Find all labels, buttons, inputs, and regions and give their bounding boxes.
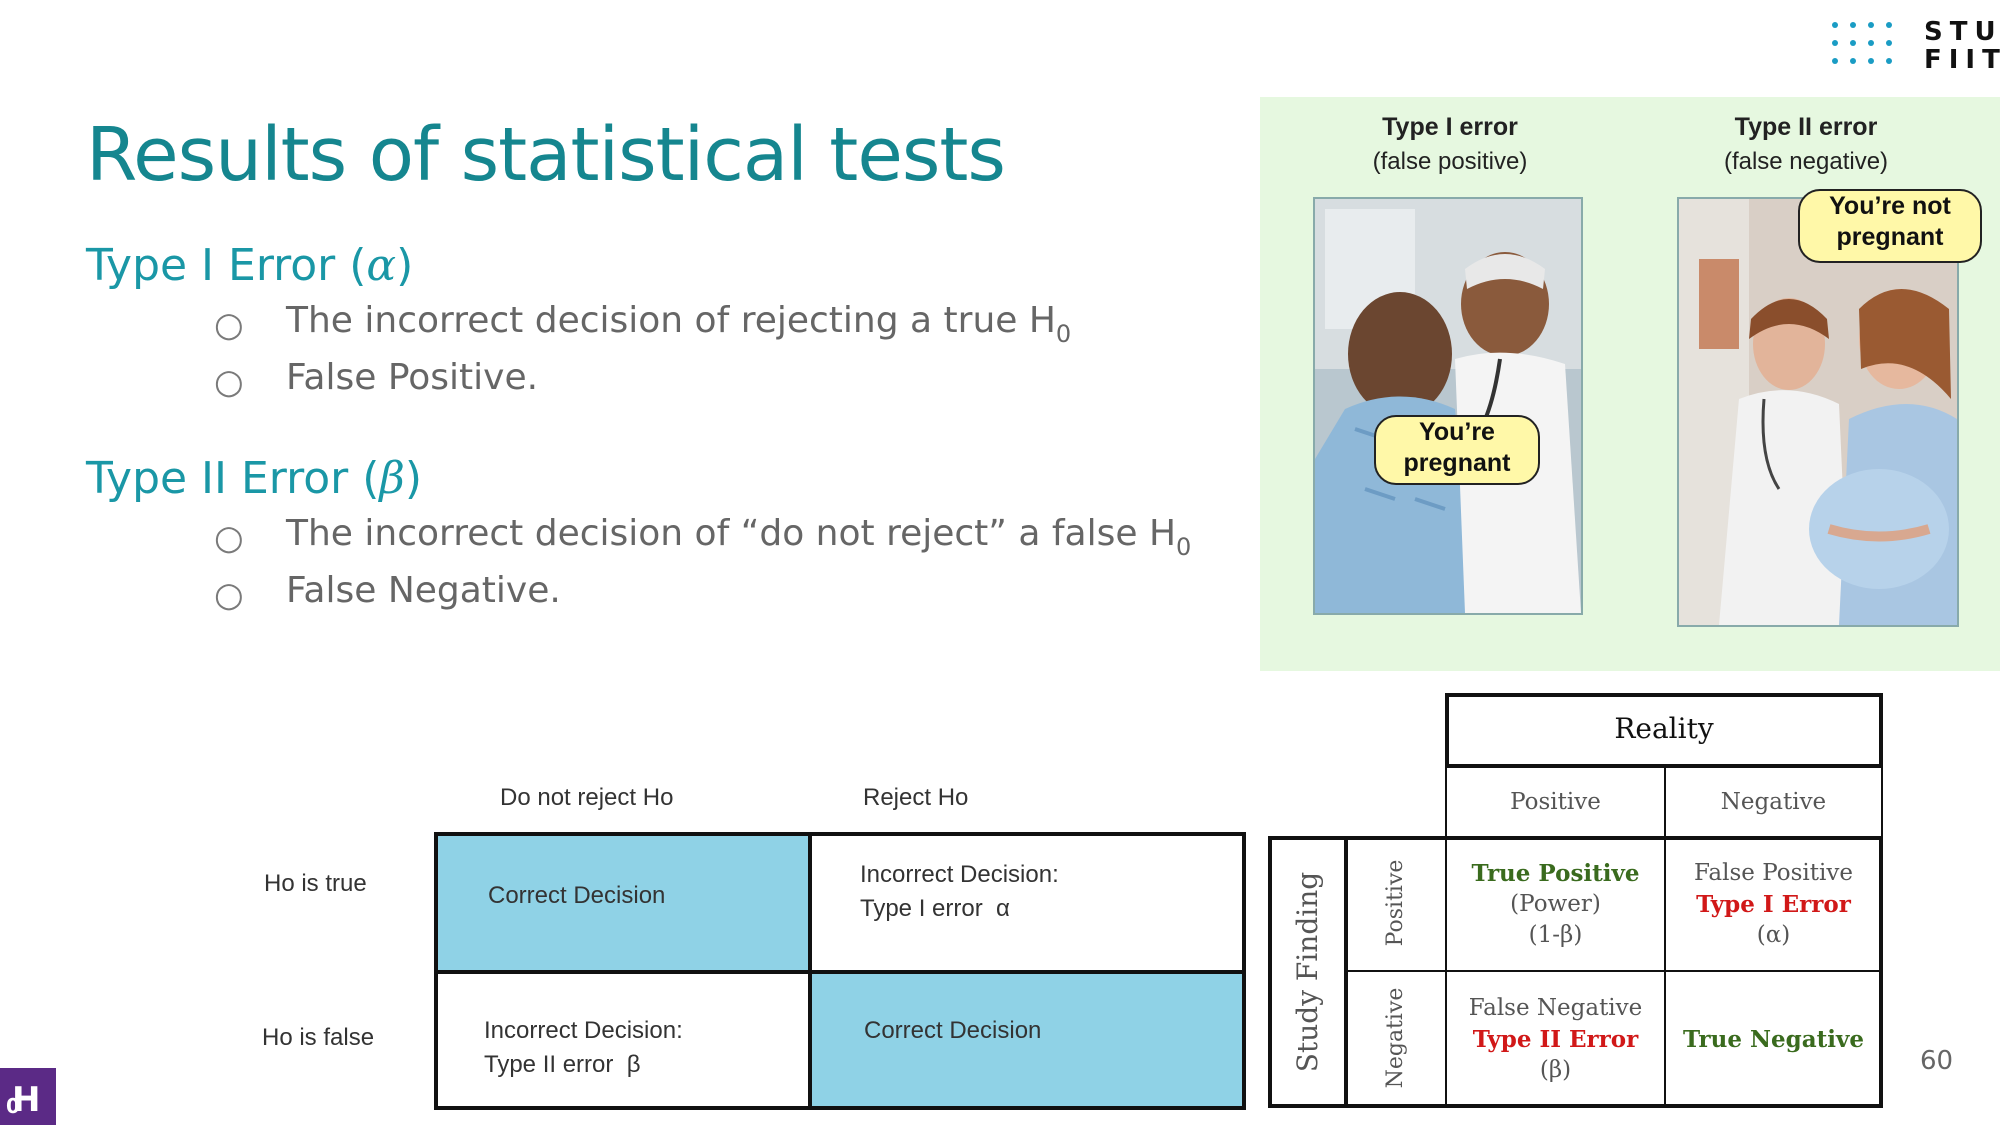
study-finding-label: Study Finding: [1291, 871, 1324, 1073]
decision-row-header-false: Ho is false: [262, 1024, 375, 1051]
slide-title: Results of statistical tests: [86, 112, 1006, 198]
doctor-woman-image: [1679, 199, 1957, 625]
reality-col-positive: Positive: [1445, 766, 1666, 838]
left-speech-bubble: You’re pregnant: [1374, 415, 1540, 485]
decision-col-header-reject: Reject Ho: [863, 784, 969, 811]
bullet-marker: ○: [214, 575, 244, 615]
decision-row-header-true: Ho is true: [264, 870, 367, 897]
false-negative-cell: False Negative Type II Error (β): [1445, 970, 1666, 1108]
decision-cell-correct-2: Correct Decision: [808, 970, 1246, 1110]
logo-dots-icon: [1832, 22, 1902, 74]
page-number: 60: [1920, 1046, 1954, 1076]
true-negative-cell: True Negative: [1664, 970, 1883, 1108]
type-2-bullet-1: The incorrect decision of “do not reject…: [286, 513, 1192, 561]
decision-cell-type-1: Incorrect Decision: Type I error α: [808, 832, 1246, 974]
reality-col-negative: Negative: [1664, 766, 1883, 838]
type-2-heading: Type II Error (β): [86, 453, 422, 504]
decision-cell-correct-1: Correct Decision: [434, 832, 812, 974]
study-row-negative-label: Negative: [1383, 987, 1408, 1089]
type-1-photo-heading: Type I error (false positive): [1372, 113, 1528, 175]
decision-col-header-do-not-reject: Do not reject Ho: [500, 784, 674, 811]
type-1-bullet-1: The incorrect decision of rejecting a tr…: [286, 300, 1072, 348]
type-1-heading: Type I Error (α): [86, 240, 414, 291]
error-illustration-panel: Type I error (false positive) Type II er…: [1260, 97, 2000, 671]
reality-label: Reality: [1614, 712, 1714, 745]
type-2-photo-heading: Type II error (false negative): [1723, 113, 1889, 175]
doctor-man-photo: [1313, 197, 1583, 615]
study-row-positive-label: Positive: [1383, 859, 1408, 947]
bullet-marker: ○: [214, 518, 244, 558]
type-1-bullet-2: False Positive.: [286, 357, 539, 398]
doctor-woman-photo: [1677, 197, 1959, 627]
doctor-man-image: [1315, 199, 1581, 613]
decision-cell-type-2: Incorrect Decision: Type II error β: [434, 970, 812, 1110]
true-positive-cell: True Positive (Power) (1-β): [1445, 836, 1666, 972]
stu-fiit-logo: STU FIIT: [1832, 18, 2000, 74]
right-speech-bubble: You’re not pregnant: [1798, 189, 1982, 263]
type-2-bullet-2: False Negative.: [286, 570, 561, 611]
bullet-marker: ○: [214, 305, 244, 345]
logo-text: STU FIIT: [1924, 17, 2000, 75]
bullet-marker: ○: [214, 362, 244, 402]
false-positive-cell: False Positive Type I Error (α): [1664, 836, 1883, 972]
